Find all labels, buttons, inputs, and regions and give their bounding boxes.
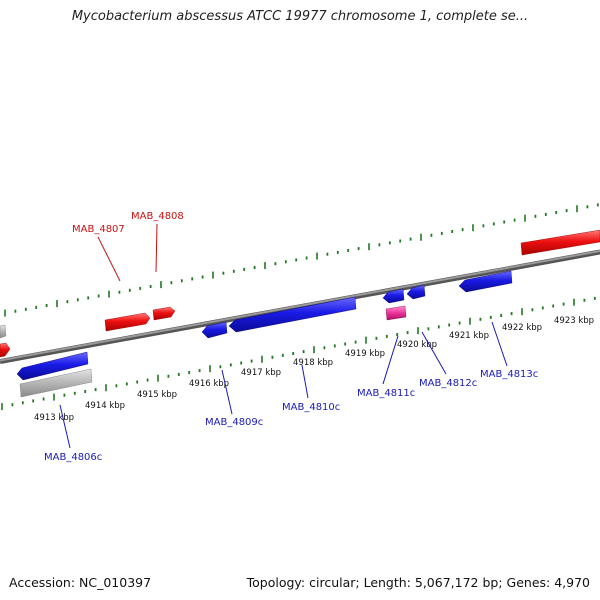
gene-label-mab-4812c[interactable]: MAB_4812c bbox=[419, 378, 477, 389]
gene-label-mab-4813c[interactable]: MAB_4813c bbox=[480, 369, 538, 380]
forward-scale-ticks bbox=[4, 203, 599, 317]
gene-label-mab-4810c[interactable]: MAB_4810c bbox=[282, 402, 340, 413]
gene-left-edge-pseudo[interactable] bbox=[0, 324, 7, 339]
gene-pseudo-4806[interactable] bbox=[19, 368, 93, 398]
kbp-label: 4918 kbp bbox=[293, 358, 333, 368]
gene-mab-4811c[interactable] bbox=[382, 288, 405, 304]
kbp-label: 4923 kbp bbox=[554, 316, 594, 326]
gene-left-edge-forward[interactable] bbox=[0, 342, 11, 358]
gene-label-mab-4807[interactable]: MAB_4807 bbox=[72, 224, 125, 235]
kbp-label: 4921 kbp bbox=[449, 331, 489, 341]
kbp-label: 4914 kbp bbox=[85, 401, 125, 411]
kbp-label: 4919 kbp bbox=[345, 349, 385, 359]
gene-mab-4808[interactable] bbox=[152, 306, 176, 321]
gene-label-mab-4806c[interactable]: MAB_4806c bbox=[44, 452, 102, 463]
kbp-label: 4917 kbp bbox=[241, 368, 281, 378]
kbp-label: 4916 kbp bbox=[189, 379, 229, 389]
reverse-scale-ticks bbox=[1, 296, 596, 411]
gene-rna[interactable] bbox=[385, 305, 407, 321]
chromosome-axis bbox=[0, 249, 600, 364]
gene-right-forward[interactable] bbox=[520, 229, 600, 256]
gene-label-mab-4811c[interactable]: MAB_4811c bbox=[357, 388, 415, 399]
kbp-label: 4915 kbp bbox=[137, 390, 177, 400]
reverse-strand-genes bbox=[16, 270, 513, 398]
kbp-label: 4913 kbp bbox=[34, 413, 74, 423]
map-title: Mycobacterium abscessus ATCC 19977 chrom… bbox=[71, 9, 529, 24]
gene-mab-4807[interactable] bbox=[104, 312, 151, 332]
kbp-label: 4920 kbp bbox=[397, 340, 437, 350]
gene-mab-4812c[interactable] bbox=[406, 284, 426, 300]
accession-text: Accession: NC_010397 bbox=[9, 575, 152, 590]
gene-mab-4806c[interactable] bbox=[16, 351, 89, 381]
gene-mab-4813c[interactable] bbox=[458, 270, 513, 293]
gene-labels: MAB_4807 MAB_4808 MAB_4806c MAB_4809c MA… bbox=[44, 211, 538, 463]
kbp-label: 4922 kbp bbox=[502, 323, 542, 333]
gene-mab-4810c[interactable] bbox=[228, 296, 357, 333]
scale-labels: 4913 kbp 4914 kbp 4915 kbp 4916 kbp 4917… bbox=[34, 316, 594, 423]
label-leaders bbox=[59, 223, 508, 449]
gene-mab-4809c[interactable] bbox=[201, 321, 228, 339]
genome-summary-text: Topology: circular; Length: 5,067,172 bp… bbox=[246, 575, 590, 590]
gene-label-mab-4808[interactable]: MAB_4808 bbox=[131, 211, 184, 222]
forward-strand-genes bbox=[0, 229, 600, 358]
gene-label-mab-4809c[interactable]: MAB_4809c bbox=[205, 417, 263, 428]
